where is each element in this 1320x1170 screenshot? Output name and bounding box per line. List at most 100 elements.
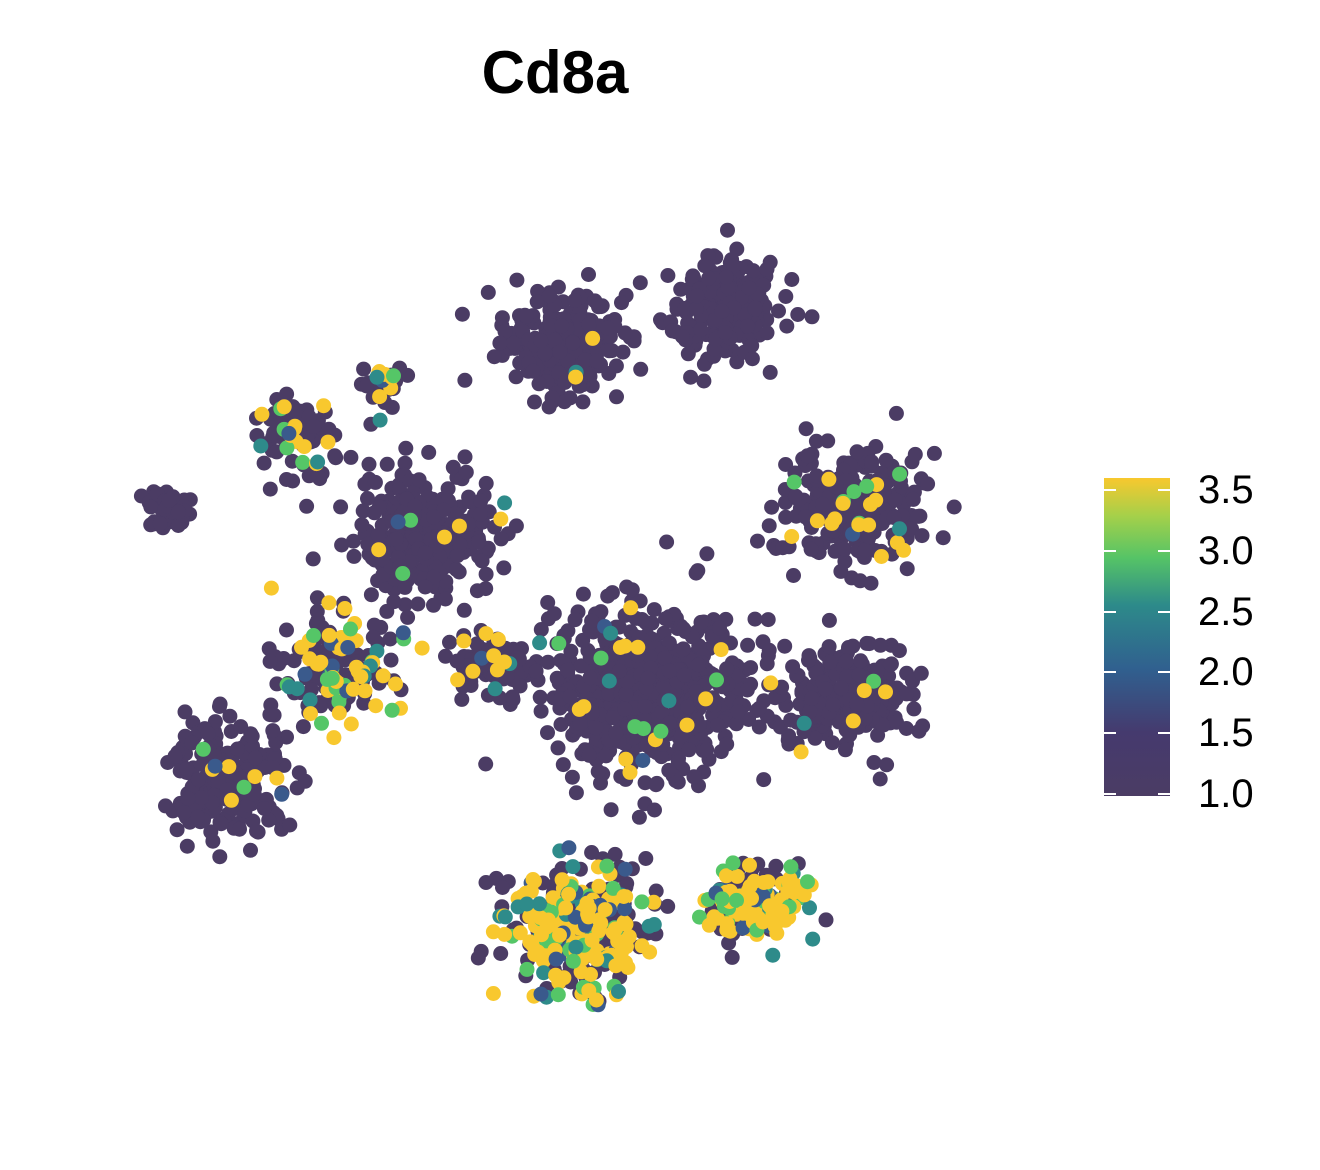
- scatter-point: [390, 514, 406, 530]
- scatter-point: [449, 548, 465, 564]
- scatter-point: [624, 582, 640, 598]
- scatter-point: [327, 448, 343, 464]
- scatter-point: [426, 509, 441, 525]
- scatter-point: [827, 511, 843, 527]
- scatter-point: [589, 951, 605, 967]
- scatter-point: [400, 609, 416, 625]
- scatter-point: [618, 751, 634, 767]
- scatter-point: [600, 320, 615, 336]
- scatter-point: [680, 346, 696, 362]
- scatter-point: [883, 656, 899, 672]
- scatter-point: [691, 657, 706, 673]
- scatter-point: [601, 686, 617, 702]
- scatter-point: [833, 563, 849, 579]
- scatter-point: [886, 510, 902, 525]
- scatter-point: [905, 491, 921, 507]
- scatter-point: [686, 769, 702, 785]
- scatter-point: [807, 730, 823, 746]
- scatter-point: [253, 438, 269, 454]
- scatter-point: [590, 764, 606, 779]
- scatter-point: [308, 616, 324, 631]
- scatter-point: [617, 861, 633, 877]
- scatter-point: [801, 652, 816, 668]
- scatter-point: [340, 640, 356, 655]
- scatter-point: [295, 719, 311, 735]
- scatter-point: [714, 891, 730, 907]
- scatter-point: [281, 425, 297, 441]
- scatter-point: [529, 294, 545, 310]
- scatter-point: [588, 720, 604, 736]
- scatter-point: [837, 541, 852, 557]
- scatter-point: [575, 586, 591, 602]
- scatter-point: [333, 499, 349, 515]
- colorbar-tick-right: [1158, 793, 1170, 795]
- scatter-point: [321, 595, 337, 611]
- scatter-point: [906, 701, 922, 717]
- scatter-point: [809, 513, 825, 529]
- scatter-point: [450, 672, 466, 688]
- scatter-point: [863, 575, 879, 591]
- scatter-point: [179, 761, 195, 777]
- scatter-point: [821, 639, 837, 655]
- scatter-point: [588, 992, 604, 1008]
- scatter-point: [579, 895, 595, 911]
- scatter-point: [612, 640, 628, 655]
- scatter-point: [581, 747, 597, 763]
- scatter-point: [647, 802, 662, 818]
- scatter-point: [530, 944, 546, 960]
- scatter-point: [563, 643, 579, 659]
- colorbar-tick-label: 2.5: [1198, 589, 1254, 634]
- scatter-point: [184, 735, 200, 751]
- scatter-point: [346, 548, 362, 564]
- colorbar-legend: 3.5 3.0 2.5 2.0 1.5 1.0: [1104, 470, 1274, 814]
- scatter-point: [451, 518, 467, 534]
- scatter-point: [661, 663, 677, 679]
- scatter-point: [788, 488, 804, 504]
- scatter-point: [747, 611, 763, 627]
- scatter-point: [728, 716, 744, 732]
- scatter-point: [585, 330, 601, 346]
- scatter-point: [891, 643, 907, 659]
- scatter-point: [493, 946, 509, 961]
- scatter-point: [718, 269, 734, 285]
- scatter-point: [861, 529, 877, 545]
- scatter-point: [818, 912, 834, 928]
- scatter-point: [497, 495, 513, 511]
- scatter-point: [719, 736, 735, 752]
- scatter-point: [533, 333, 549, 349]
- scatter-point: [764, 499, 780, 515]
- scatter-point: [751, 719, 767, 735]
- scatter-point: [555, 757, 571, 773]
- scatter-point: [550, 987, 566, 1003]
- scatter-point: [343, 449, 359, 465]
- scatter-point: [256, 455, 272, 471]
- scatter-point: [591, 923, 607, 939]
- scatter-point: [306, 418, 322, 434]
- scatter-point: [508, 369, 524, 385]
- scatter-point: [564, 769, 580, 785]
- scatter-point: [296, 439, 312, 455]
- scatter-point: [740, 318, 756, 334]
- scatter-point: [633, 361, 649, 377]
- scatter-point: [533, 986, 549, 1002]
- scatter-point: [445, 459, 461, 475]
- scatter-point: [567, 909, 583, 925]
- scatter-point: [274, 786, 290, 802]
- scatter-point: [265, 723, 281, 739]
- scatter-point: [681, 742, 697, 758]
- scatter-point: [269, 770, 285, 786]
- scatter-point: [263, 580, 279, 596]
- colorbar-gradient: [1104, 478, 1170, 796]
- scatter-point: [442, 634, 457, 650]
- scatter-point: [309, 656, 325, 672]
- scatter-point: [158, 798, 173, 814]
- scatter-point: [796, 715, 812, 731]
- scatter-point: [581, 267, 596, 282]
- scatter-point: [689, 288, 705, 304]
- scatter-point: [456, 602, 472, 618]
- scatter-point: [550, 740, 566, 756]
- scatter-point: [779, 318, 795, 334]
- scatter-point: [223, 792, 239, 808]
- scatter-point: [603, 625, 619, 641]
- scatter-point: [421, 444, 437, 460]
